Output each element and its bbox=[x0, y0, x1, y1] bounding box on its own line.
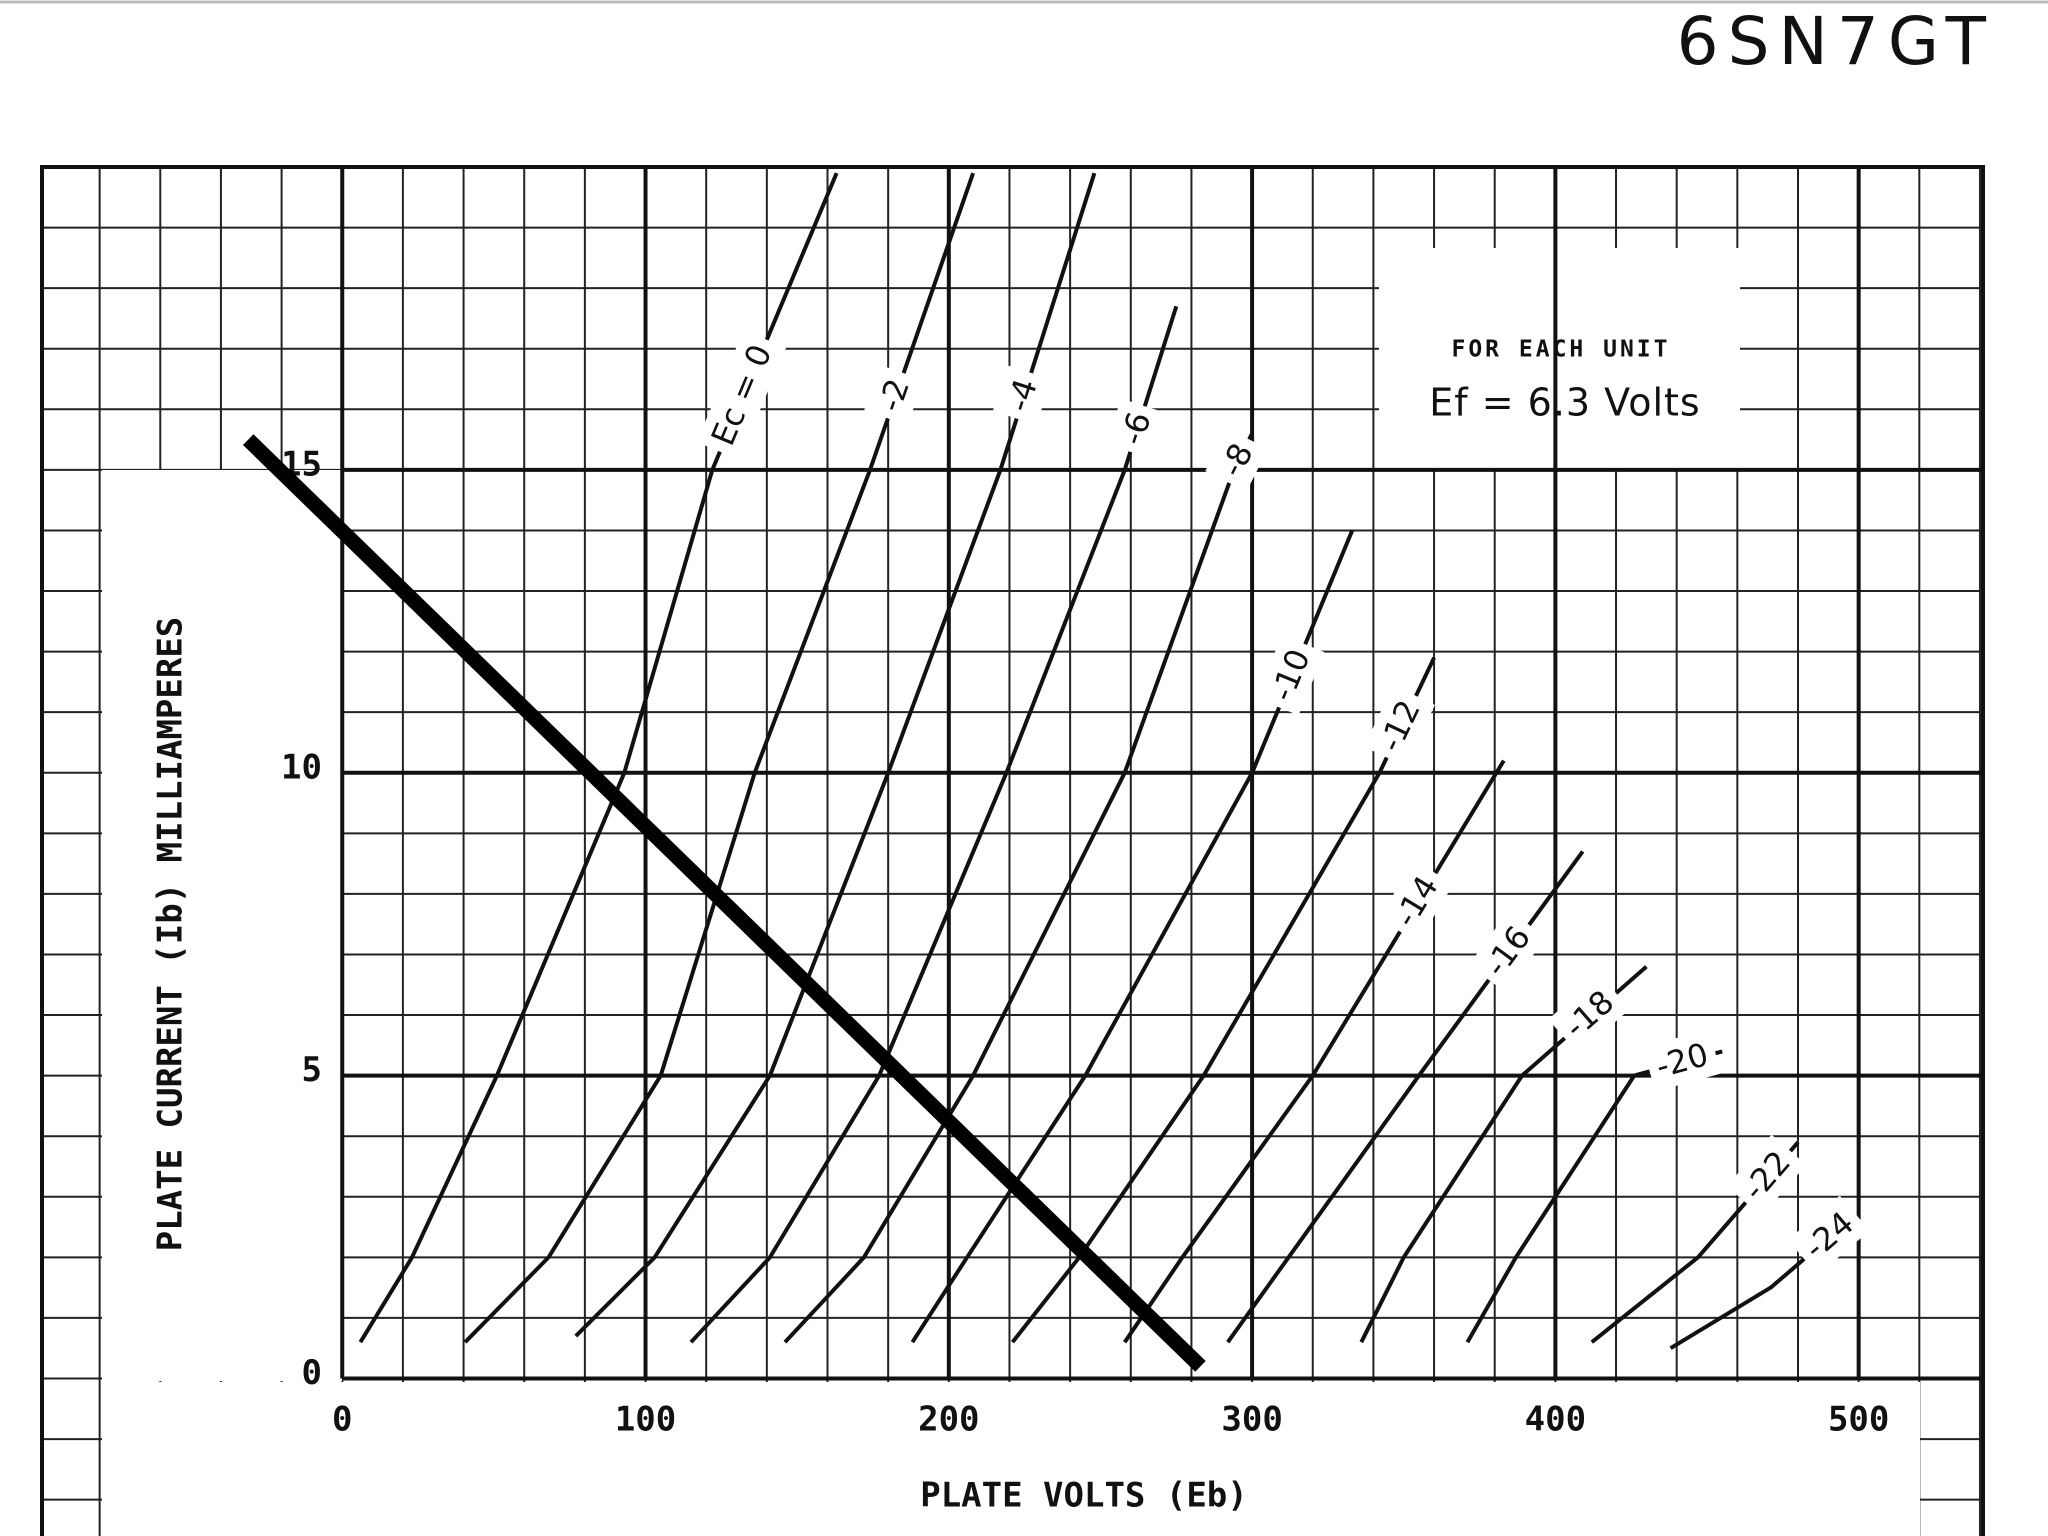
curve-label-group: -10 bbox=[1255, 634, 1325, 716]
note-background bbox=[1379, 248, 1740, 468]
x-tick-label: 0 bbox=[332, 1400, 352, 1440]
x-tick-label: 300 bbox=[1221, 1400, 1282, 1440]
curve-label-background bbox=[1364, 685, 1435, 767]
curve-label-group: -4 bbox=[992, 365, 1052, 425]
curve-label-background bbox=[1468, 910, 1547, 993]
curve-label-group: -8 bbox=[1205, 428, 1268, 492]
y-tick-label: 5 bbox=[302, 1050, 322, 1090]
curve-label-background bbox=[1548, 974, 1630, 1054]
x-label-area bbox=[102, 1382, 1920, 1536]
note-filament: Ef = 6.3 Volts bbox=[1429, 381, 1700, 425]
curve-label-background bbox=[1255, 634, 1325, 716]
curve-label-background bbox=[1726, 1134, 1807, 1217]
x-tick-label: 200 bbox=[918, 1400, 979, 1440]
curve-label-background bbox=[696, 330, 787, 460]
curve-label-background bbox=[1787, 1195, 1870, 1275]
x-tick-label: 100 bbox=[615, 1400, 676, 1440]
curve-label-background bbox=[1106, 398, 1165, 459]
note-unit: FOR EACH UNIT bbox=[1451, 337, 1670, 363]
curve-label-background bbox=[1205, 428, 1268, 492]
chart-title: 6SN7GT bbox=[1677, 3, 1995, 80]
load-line bbox=[242, 434, 1206, 1372]
curve-label-group: -2 bbox=[864, 364, 924, 426]
y-tick-label: 10 bbox=[281, 747, 322, 787]
x-tick-label: 400 bbox=[1525, 1400, 1586, 1440]
curve-label-background bbox=[1378, 860, 1454, 943]
plate-curve bbox=[463, 172, 975, 1344]
curve-label-group: -20 bbox=[1643, 1029, 1722, 1092]
frame bbox=[40, 165, 1985, 1536]
curve-label-background bbox=[1643, 1029, 1722, 1092]
curve-label-background bbox=[992, 365, 1052, 425]
y-tick-label: 0 bbox=[302, 1353, 322, 1393]
y-label-area bbox=[102, 470, 342, 1381]
y-axis-title: PLATE CURRENT (Ib) MILLIAMPERES bbox=[151, 617, 191, 1252]
curve-label-background bbox=[864, 364, 924, 426]
curve-label-group: -6 bbox=[1106, 398, 1165, 459]
label-areas bbox=[102, 470, 1920, 1536]
plate-curve bbox=[574, 172, 1097, 1338]
note-box: FOR EACH UNIT Ef = 6.3 Volts bbox=[1379, 248, 1740, 468]
x-tick-label: 500 bbox=[1828, 1400, 1889, 1440]
curve-labels: Ec = 0 -2 -4-6-8-10-12-14-16-18-20-22-24 bbox=[696, 330, 1870, 1275]
x-axis-title: PLATE VOLTS (Eb) bbox=[920, 1476, 1248, 1516]
